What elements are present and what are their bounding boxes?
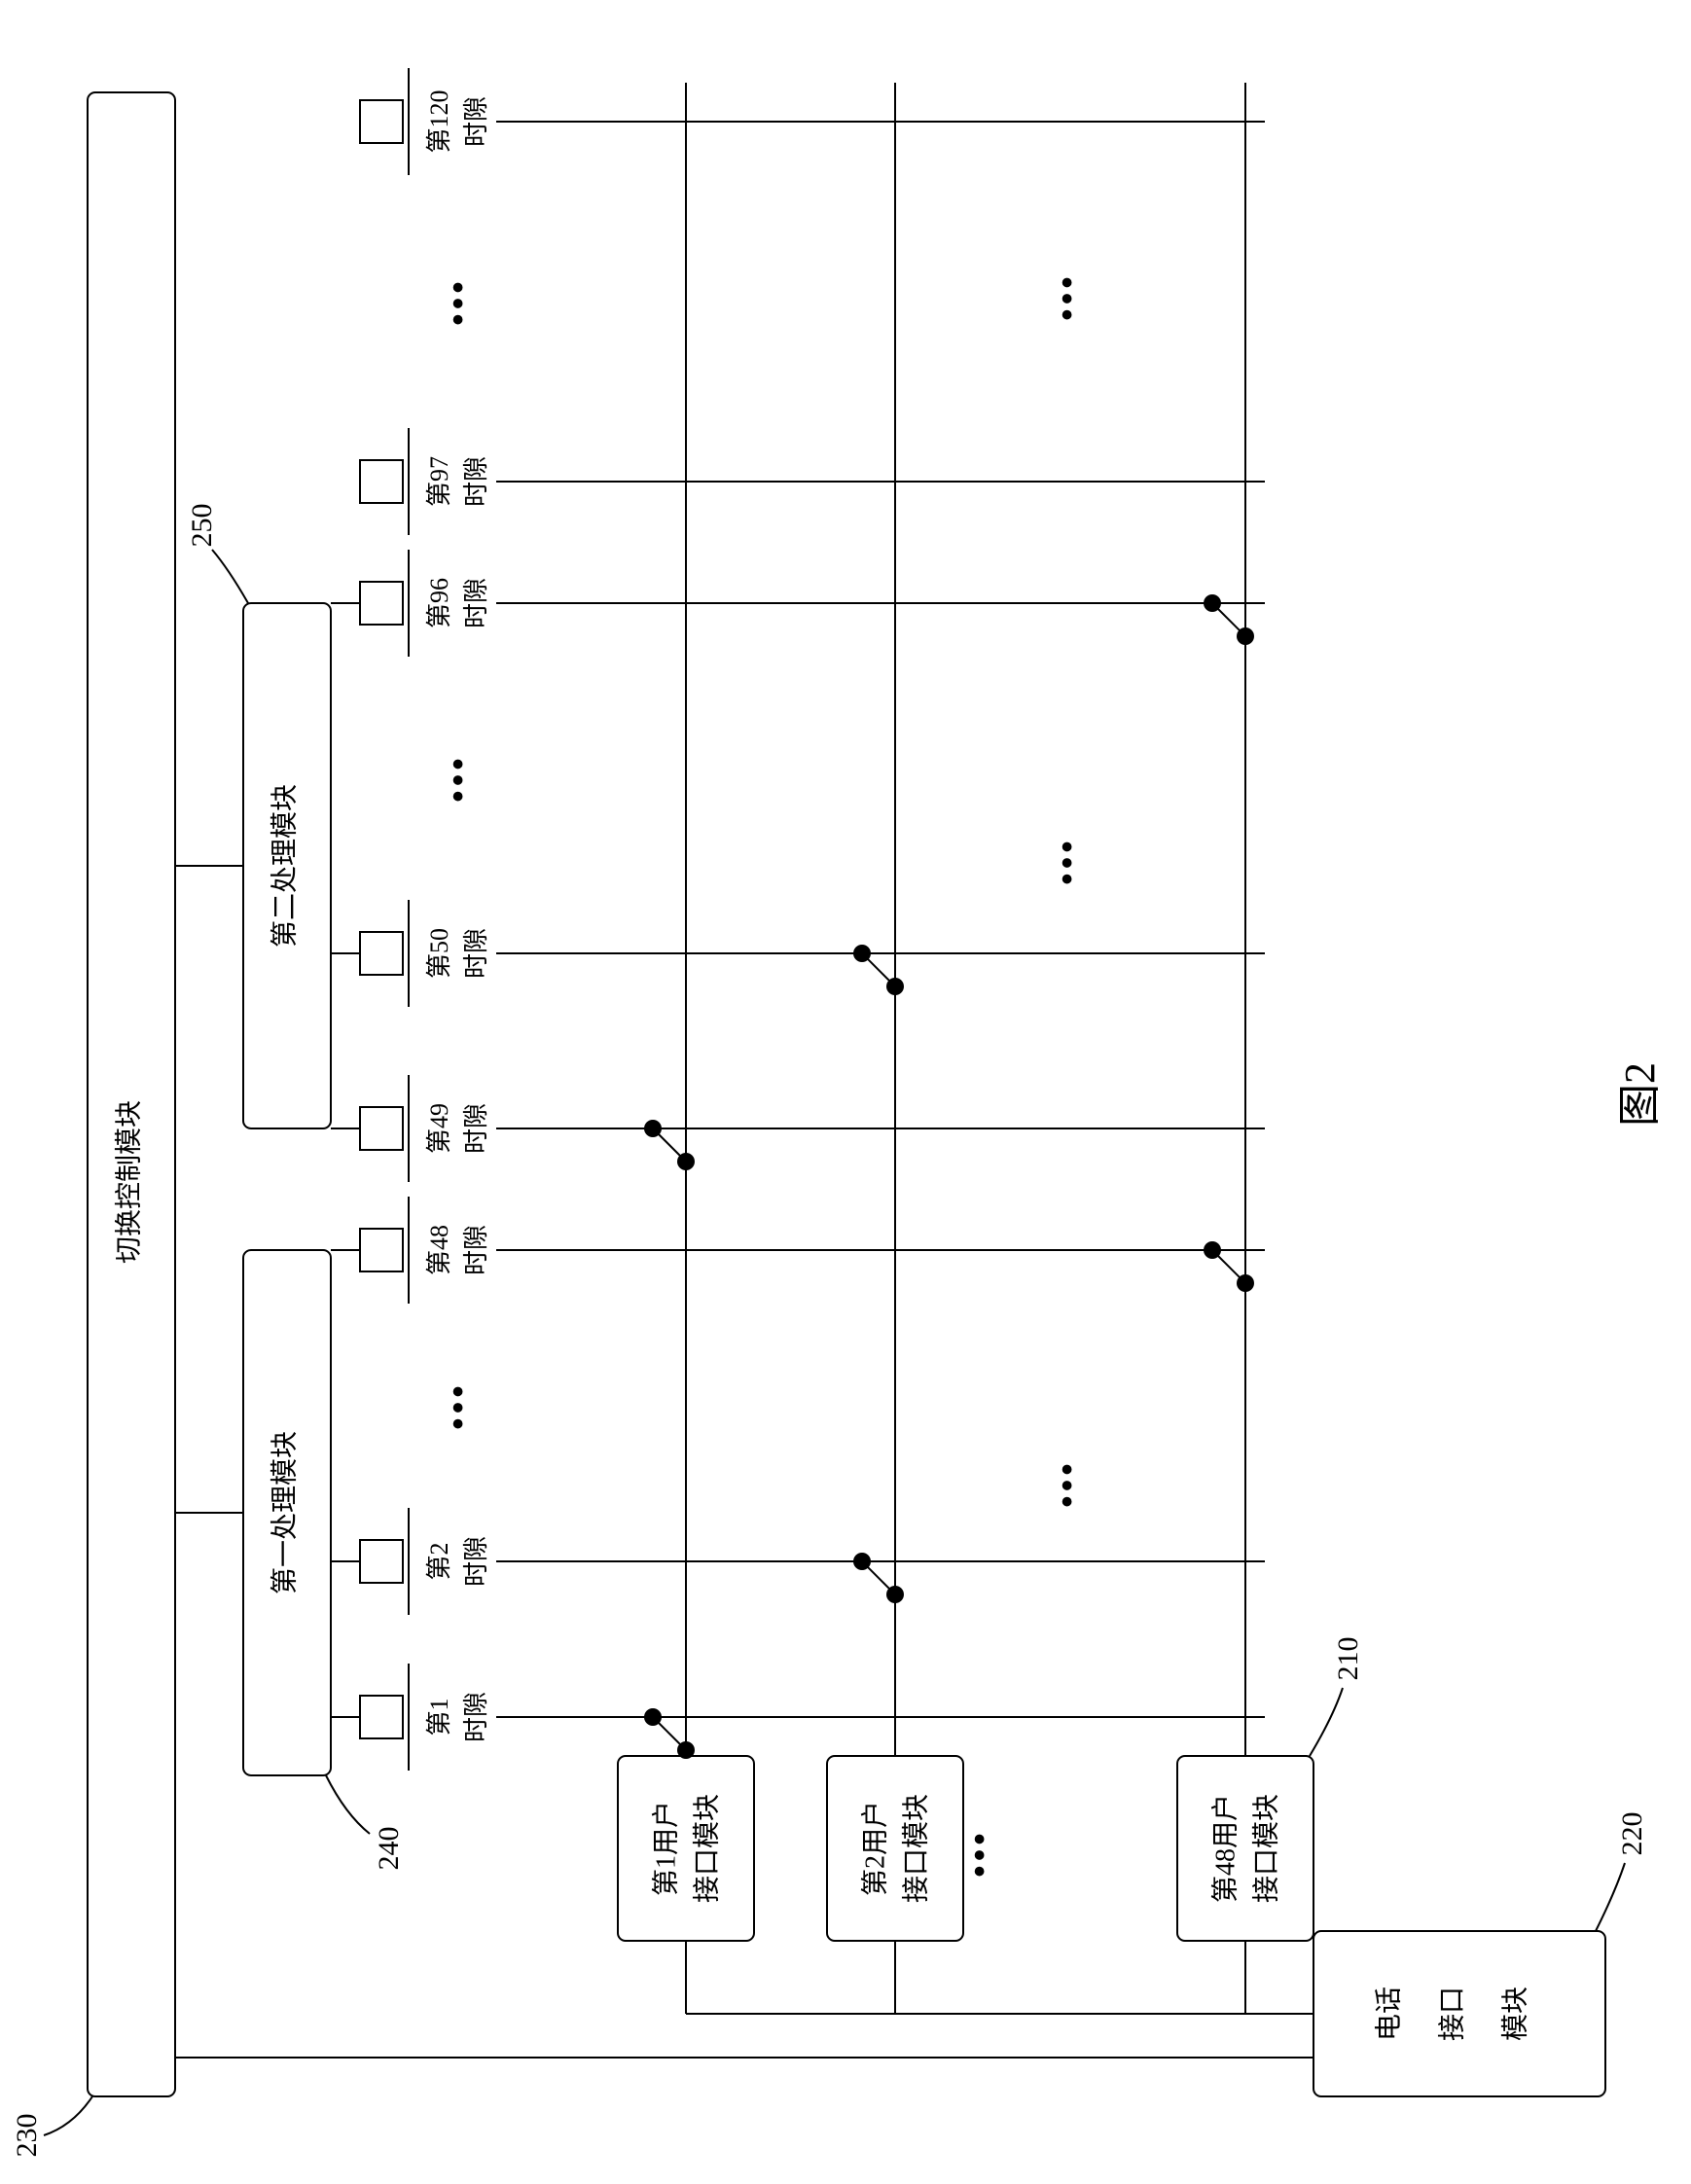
svg-text:210: 210 xyxy=(1332,1637,1364,1681)
user-if-user1 xyxy=(618,1756,754,1941)
svg-text:时隙: 时隙 xyxy=(462,928,490,979)
svg-text:第97: 第97 xyxy=(425,456,453,507)
phone-if-l1: 电话 xyxy=(1373,1987,1404,2041)
svg-text:•••: ••• xyxy=(1047,837,1086,885)
svg-text:第50: 第50 xyxy=(425,928,453,979)
ref-220: 220 xyxy=(1616,1812,1648,1856)
switch-control-module xyxy=(88,92,175,2096)
crosspoint-switches xyxy=(644,594,1254,1759)
svg-text:时隙: 时隙 xyxy=(462,1536,490,1587)
ref-220-leader xyxy=(1596,1863,1625,1931)
phone-if-l2: 接口 xyxy=(1436,1987,1467,2041)
user-if-user2 xyxy=(827,1756,963,1941)
svg-text:•••: ••• xyxy=(1047,272,1086,321)
ref-230-leader xyxy=(44,2096,92,2135)
users-ellipsis: ••• xyxy=(959,1829,998,1878)
svg-text:•••: ••• xyxy=(438,277,477,326)
proc1-label: 第一处理模块 xyxy=(269,1431,300,1594)
svg-text:第1用户: 第1用户 xyxy=(650,1801,681,1896)
svg-text:•••: ••• xyxy=(438,1381,477,1430)
svg-text:时隙: 时隙 xyxy=(462,1225,490,1275)
phone-if-l3: 模块 xyxy=(1499,1987,1530,2041)
ref-250: 250 xyxy=(186,504,218,548)
ref-240-leader xyxy=(326,1775,370,1834)
svg-text:接口模块: 接口模块 xyxy=(900,1794,931,1903)
svg-text:第120: 第120 xyxy=(425,90,453,153)
user-interface-modules: 第1用户接口模块第2用户接口模块第48用户接口模块210 xyxy=(618,1637,1364,2015)
svg-text:第49: 第49 xyxy=(425,1103,453,1154)
ref-230: 230 xyxy=(11,2114,43,2158)
svg-text:第96: 第96 xyxy=(425,578,453,628)
svg-text:第1: 第1 xyxy=(425,1698,453,1736)
svg-text:时隙: 时隙 xyxy=(462,578,490,628)
svg-text:第48用户: 第48用户 xyxy=(1209,1794,1241,1903)
switch-control-label: 切换控制模块 xyxy=(113,1100,144,1264)
user-if-user48 xyxy=(1177,1756,1313,1941)
svg-text:第2用户: 第2用户 xyxy=(859,1801,890,1896)
svg-text:接口模块: 接口模块 xyxy=(1250,1794,1281,1903)
svg-text:接口模块: 接口模块 xyxy=(691,1794,722,1903)
svg-text:时隙: 时隙 xyxy=(462,456,490,507)
svg-text:时隙: 时隙 xyxy=(462,1103,490,1154)
svg-text:时隙: 时隙 xyxy=(462,1692,490,1742)
svg-text:•••: ••• xyxy=(1047,1459,1086,1508)
ref-250-leader xyxy=(212,550,248,603)
svg-text:•••: ••• xyxy=(438,754,477,803)
ref-240: 240 xyxy=(373,1827,405,1871)
slot-headers: 第1时隙第2时隙•••第48时隙第49时隙第50时隙•••第96时隙第97时隙•… xyxy=(331,68,490,1771)
crossbar-grid: ••• ••• ••• xyxy=(496,83,1265,1756)
svg-text:时隙: 时隙 xyxy=(462,96,490,147)
svg-text:第48: 第48 xyxy=(425,1225,453,1275)
svg-text:第2: 第2 xyxy=(425,1542,453,1580)
figure-label: 图2 xyxy=(1616,1062,1664,1127)
proc2-label: 第二处理模块 xyxy=(269,784,300,948)
